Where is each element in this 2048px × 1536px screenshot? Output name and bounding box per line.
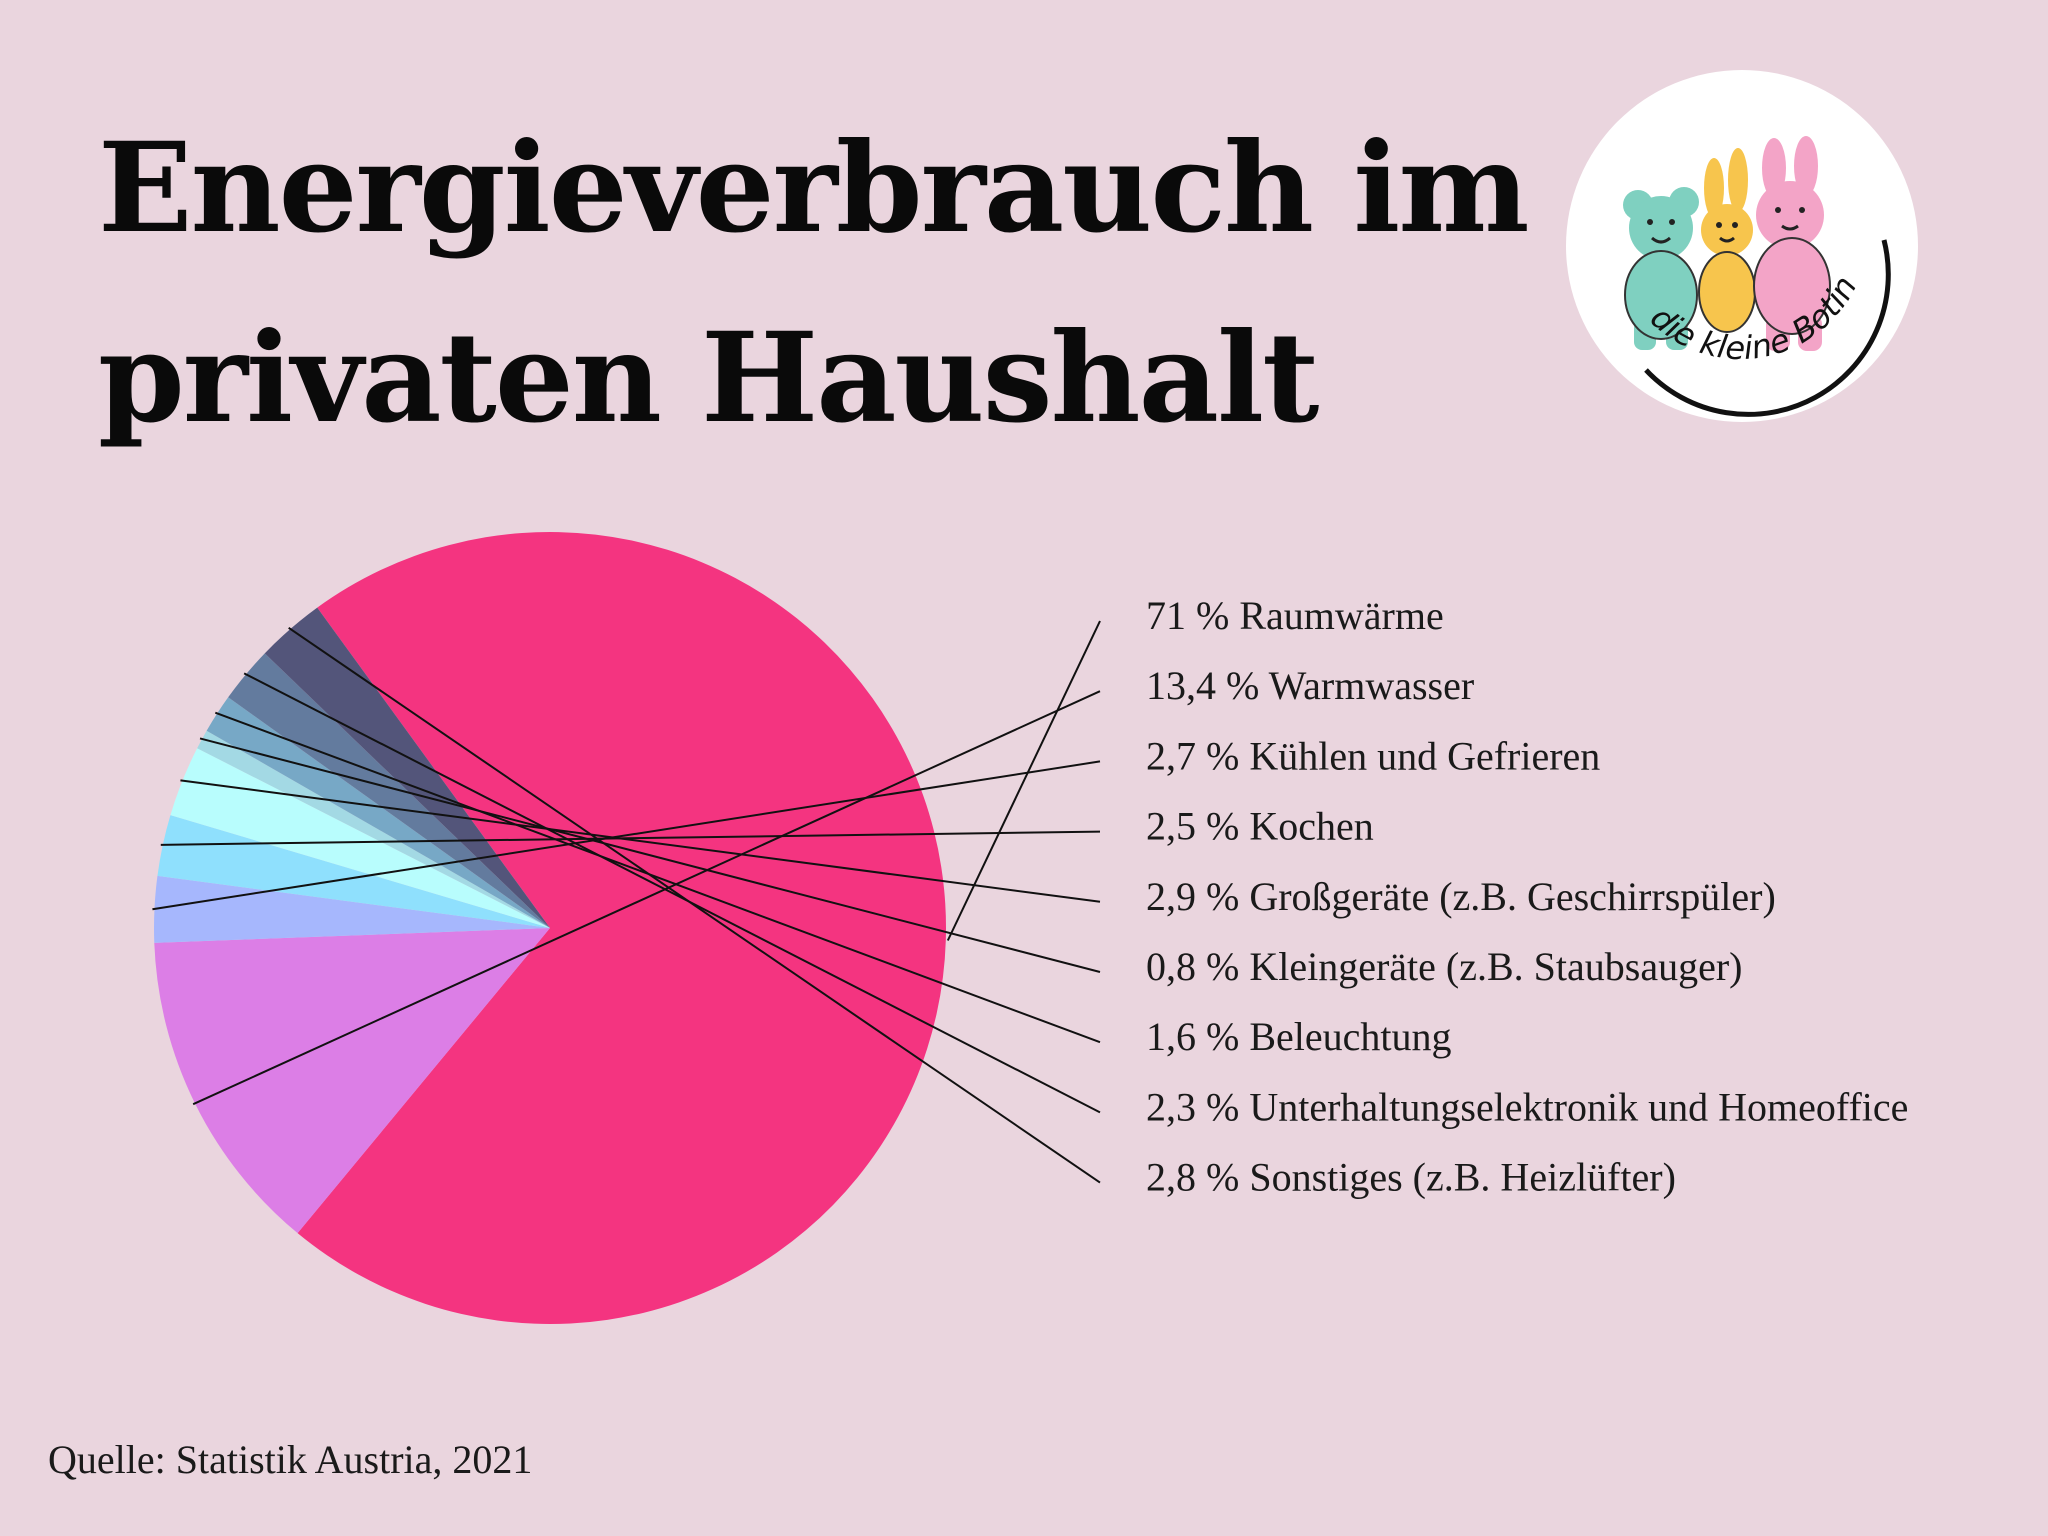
pie-slice bbox=[264, 607, 550, 928]
pie-slices bbox=[154, 532, 947, 1324]
slice-label: 0,8 % Kleingeräte (z.B. Staubsauger) bbox=[1146, 944, 1742, 989]
slice-label: 1,6 % Beleuchtung bbox=[1146, 1014, 1452, 1059]
pie-slice bbox=[297, 532, 947, 1324]
slice-label: 71 % Raumwärme bbox=[1146, 593, 1444, 638]
green-bear-icon bbox=[1623, 187, 1699, 350]
pie-slice bbox=[170, 748, 551, 928]
leader-line bbox=[160, 830, 1101, 846]
yellow-bunny-icon bbox=[1698, 148, 1756, 333]
pie-slice bbox=[154, 928, 550, 1234]
leader-line bbox=[199, 737, 1101, 973]
slice-label: 2,5 % Kochen bbox=[1146, 804, 1374, 849]
leader-line bbox=[214, 711, 1101, 1044]
leader-line bbox=[180, 779, 1101, 903]
leader-line bbox=[152, 760, 1101, 911]
slice-label: 2,9 % Großgeräte (z.B. Geschirrspüler) bbox=[1146, 874, 1776, 919]
pie-slice bbox=[206, 697, 550, 928]
title-line-1: Energieverbrauch im bbox=[98, 116, 1530, 261]
leader-line bbox=[288, 626, 1101, 1184]
leader-lines bbox=[152, 620, 1101, 1184]
leader-line bbox=[192, 690, 1101, 1106]
legend-labels: 71 % Raumwärme 13,4 % Warmwasser 2,7 % Küh… bbox=[1146, 593, 1908, 1200]
title-line-2: privaten Haushalt bbox=[98, 306, 1319, 451]
source-note: Quelle: Statistik Austria, 2021 bbox=[48, 1437, 533, 1482]
page-title: Energieverbrauch im privaten Haushalt bbox=[98, 94, 1530, 474]
slice-label: 2,8 % Sonstiges (z.B. Heizlüfter) bbox=[1146, 1155, 1676, 1200]
pink-bunny-icon bbox=[1753, 136, 1831, 351]
leader-line bbox=[946, 620, 1101, 941]
slice-label: 2,3 % Unterhaltungselektronik und Homeof… bbox=[1146, 1084, 1908, 1129]
slice-label: 13,4 % Warmwasser bbox=[1146, 663, 1474, 708]
teddy-bears-logo-icon: die kleine Botin bbox=[1566, 70, 1918, 422]
leader-line bbox=[243, 672, 1101, 1114]
slice-label: 2,7 % Kühlen und Gefrieren bbox=[1146, 733, 1600, 778]
pie-slice bbox=[197, 730, 550, 928]
